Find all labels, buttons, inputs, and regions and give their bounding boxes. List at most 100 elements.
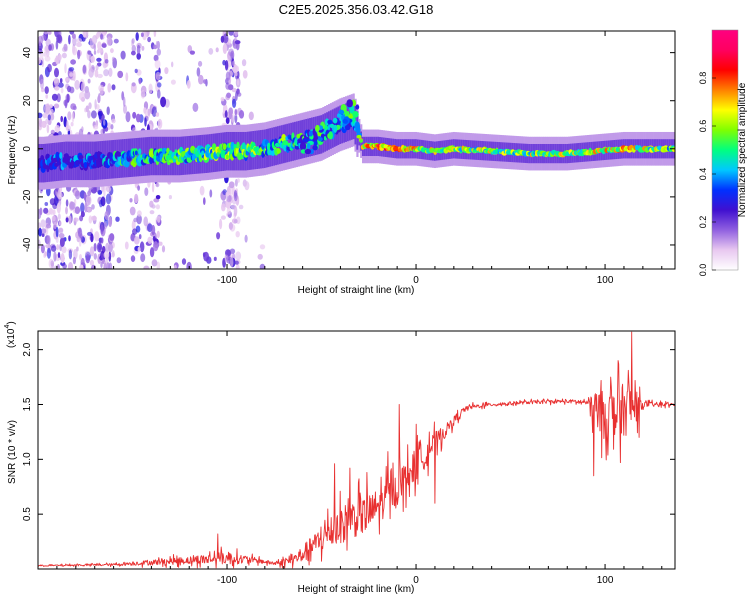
- spectrogram-noise-cell: [54, 125, 61, 133]
- spectrogram-noise-cell: [85, 254, 91, 264]
- spectrogram-noise-cell: [97, 48, 104, 53]
- spectrogram-noise-cell: [97, 73, 103, 79]
- spectrogram-noise-cell: [51, 262, 55, 269]
- spectrogram-noise-cell: [130, 255, 136, 262]
- spectrogram-noise-cell: [41, 57, 45, 68]
- spectrogram-noise-cell: [233, 205, 238, 217]
- spectrogram-noise-cell: [234, 31, 239, 37]
- spectrogram-noise-cell: [44, 103, 50, 115]
- spectrogram-noise-cell: [138, 234, 142, 240]
- spectrogram-noise-cell: [46, 247, 52, 259]
- colorbar: 0.0 0.2 0.4 0.6 0.8 Normalized spectral ampl…: [698, 29, 748, 276]
- spectrogram-noise-cell: [61, 52, 67, 59]
- spectrogram-noise-cell: [149, 210, 155, 215]
- spectrogram-noise-cell: [93, 253, 98, 260]
- spectrogram-noise-cell: [65, 125, 71, 132]
- spectrogram-noise-cell: [45, 118, 49, 124]
- spectrogram-noise-cell: [56, 93, 61, 103]
- spectrogram-y-axis-label: Frequency (Hz): [7, 116, 18, 185]
- colorbar-tick-label: 0.8: [698, 72, 708, 85]
- spectrogram-noise-cell: [83, 192, 87, 201]
- spectrogram-noise-cell: [192, 102, 199, 112]
- spectrogram-noise-cell: [152, 236, 156, 242]
- spectrogram-noise-cell: [103, 69, 109, 77]
- spectrogram-ridge-cell: [300, 149, 306, 154]
- spectrogram-noise-cell: [43, 207, 49, 214]
- spectrogram-noise-cell: [155, 204, 160, 210]
- spectrogram-noise-cell: [229, 248, 236, 254]
- spectrogram-noise-cell: [100, 33, 103, 40]
- spectrogram-ridge-cell: [359, 139, 363, 143]
- spectrogram-ridge-cell: [236, 141, 240, 149]
- spectrogram-noise-cell: [147, 236, 153, 244]
- spectrogram-noise-cell: [125, 111, 131, 123]
- spectrogram-noise-cell: [196, 67, 201, 77]
- spectrogram-noise-cell: [67, 111, 72, 121]
- spectrogram-noise-cell: [208, 48, 214, 55]
- spectrogram-noise-cell: [91, 204, 95, 210]
- spectrogram-noise-cell: [92, 125, 99, 130]
- spectrogram-noise-cell: [203, 197, 206, 206]
- spectrogram-y-tick-label: 0: [22, 146, 33, 152]
- spectrogram-noise-cell: [154, 59, 161, 69]
- spectrogram-noise-cell: [69, 31, 75, 35]
- spectrogram-ridge-cell: [338, 109, 345, 115]
- spectrogram-ridge-cell: [346, 99, 354, 108]
- spectrogram-noise-cell: [59, 78, 63, 83]
- spectrogram-noise-cell: [91, 110, 97, 119]
- spectrogram-noise-cell: [110, 48, 114, 54]
- spectrogram-noise-cell: [115, 216, 120, 222]
- spectrogram-noise-cell: [39, 207, 43, 216]
- spectrogram-ridge-cell: [134, 150, 138, 156]
- spectrogram-noise-cell: [157, 118, 163, 129]
- spectrogram-x-tick-label: -100: [217, 275, 237, 286]
- spectrogram-noise-cell: [76, 246, 79, 252]
- spectrogram-noise-cell: [236, 92, 242, 97]
- spectrogram-noise-cell: [57, 213, 61, 220]
- spectrogram-noise-cell: [137, 246, 141, 252]
- spectrogram-noise-cell: [73, 217, 79, 222]
- spectrogram-noise-cell: [156, 215, 161, 223]
- spectrogram-noise-cell: [68, 215, 72, 225]
- snr-series-group: [38, 331, 675, 569]
- spectrogram-noise-cell: [89, 38, 94, 49]
- spectrogram-noise-cell: [238, 110, 245, 119]
- spectrogram-noise-cell: [96, 242, 103, 253]
- spectrogram-noise-cell: [57, 252, 61, 259]
- spectrogram-noise-cell: [103, 251, 110, 259]
- spectrogram-noise-cell: [147, 108, 151, 117]
- spectrogram-noise-cell: [226, 92, 232, 99]
- spectrogram-noise-cell: [84, 90, 91, 100]
- spectrogram-noise-cell: [52, 209, 56, 216]
- spectrogram-noise-cell: [153, 241, 159, 252]
- spectrogram-ridge-cell: [333, 124, 338, 133]
- spectrogram-noise-cell: [233, 190, 238, 202]
- spectrogram-noise-cell: [53, 251, 57, 262]
- spectrogram-noise-cell: [153, 31, 157, 37]
- spectrogram-noise-cell: [131, 50, 136, 56]
- spectrogram-noise-cell: [198, 74, 204, 85]
- spectrogram-noise-cell: [48, 207, 53, 215]
- spectrogram-noise-cell: [140, 253, 146, 263]
- spectrogram-noise-cell: [55, 236, 59, 244]
- spectrogram-panel: -100 0 100 -40 -20 0 20 40 Height of straight l…: [7, 30, 676, 296]
- spectrogram-noise-cell: [88, 215, 93, 224]
- spectrogram-noise-cell: [133, 236, 140, 245]
- spectrogram-noise-cell: [236, 70, 240, 79]
- spectrogram-noise-cell: [259, 263, 266, 269]
- spectrogram-noise-cell: [62, 263, 67, 269]
- snr-y-tick-label: 2.0: [22, 342, 33, 356]
- spectrogram-noise-cell: [155, 71, 161, 81]
- spectrogram-noise-cell: [111, 118, 116, 124]
- spectrogram-noise-cell: [47, 63, 52, 73]
- spectrogram-noise-cell: [47, 31, 52, 35]
- spectrogram-noise-cell: [47, 118, 52, 126]
- spectrogram-noise-cell: [234, 219, 238, 224]
- spectrogram-noise-cell: [137, 185, 141, 191]
- figure-title: C2E5.2025.356.03.42.G18: [279, 2, 434, 17]
- spectrogram-noise-cell: [66, 93, 70, 104]
- spectrogram-noise-cell: [53, 221, 58, 230]
- spectrogram-noise-cell: [45, 94, 48, 99]
- spectrogram-noise-cell: [231, 87, 237, 93]
- spectrogram-noise-cell: [40, 244, 45, 254]
